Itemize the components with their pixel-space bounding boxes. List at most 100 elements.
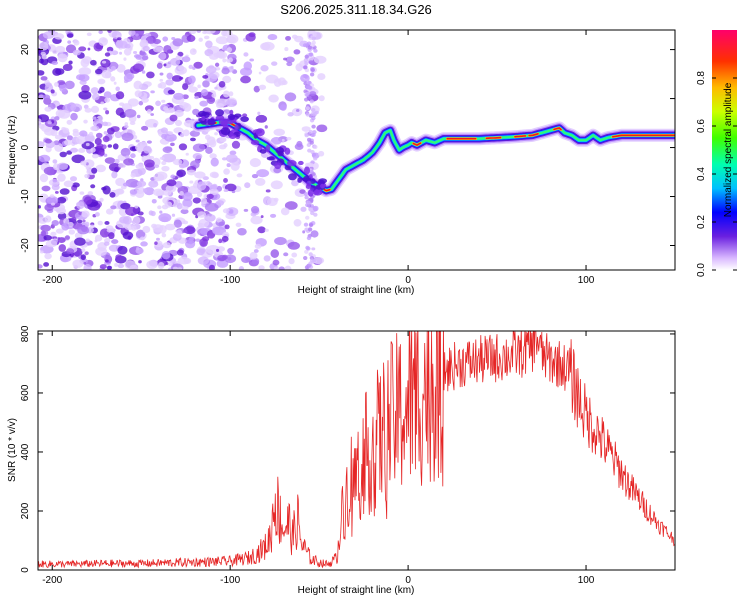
spectrogram-noise-blob bbox=[311, 152, 317, 157]
spectrogram-noise-blob bbox=[130, 172, 136, 178]
spectrogram-noise-blob bbox=[135, 144, 140, 151]
spectrogram-noise-blob bbox=[312, 111, 318, 116]
spectrogram-noise-blob bbox=[161, 233, 167, 238]
spectrogram-noise-blob bbox=[152, 224, 164, 233]
spectrogram-noise-blob bbox=[130, 225, 137, 231]
colorbar: 0.0 0.2 0.4 0.6 0.8 Normalized spectral ampl… bbox=[696, 30, 737, 277]
spectrogram-noise-blob bbox=[311, 124, 316, 129]
spectrogram-noise-blob bbox=[222, 30, 233, 37]
spectrogram-noise-blob bbox=[84, 221, 90, 227]
spectrogram-noise-blob bbox=[92, 116, 97, 120]
spectrogram-noise-blob bbox=[214, 132, 218, 136]
spectrogram-noise-blob bbox=[201, 197, 208, 205]
spectrogram-noise-blob bbox=[202, 80, 210, 88]
spectrogram-noise-blob bbox=[62, 63, 73, 71]
spectrogram-noise-blob bbox=[51, 184, 60, 191]
spectrogram-noise-blob bbox=[135, 33, 139, 37]
spectrogram-noise-blob bbox=[129, 189, 138, 195]
spectrogram-noise-blob bbox=[143, 159, 155, 168]
spectrogram-noise-blob bbox=[110, 205, 117, 210]
spectrogram-noise-blob bbox=[237, 227, 247, 236]
spectrogram-noise-blob bbox=[82, 219, 86, 223]
spectrogram-noise-blob bbox=[195, 238, 201, 242]
spectrogram-noise-blob bbox=[58, 244, 67, 252]
spectrogram-noise-blob bbox=[42, 94, 51, 100]
spectrogram-noise-blob bbox=[164, 133, 177, 142]
spectrogram-noise-blob bbox=[170, 142, 175, 147]
spectrogram-noise-blob bbox=[178, 163, 186, 169]
spectrogram-noise-blob bbox=[95, 68, 103, 75]
spectrogram-noise-blob bbox=[218, 221, 225, 226]
spectrogram-noise-blob bbox=[149, 155, 155, 160]
spectrogram-noise-blob bbox=[182, 129, 190, 137]
spectrogram-noise-blob bbox=[74, 237, 86, 246]
spectrogram-noise-blob bbox=[97, 78, 106, 85]
spectrogram-noise-blob bbox=[91, 93, 100, 101]
spectrogram-noise-blob bbox=[55, 102, 60, 107]
spectrogram-ridge-hot-red bbox=[323, 188, 331, 192]
spectrogram-x-tick-label: 0 bbox=[405, 275, 411, 286]
spectrogram-noise-blob bbox=[173, 219, 182, 228]
spectrogram-noise-blob bbox=[271, 61, 278, 66]
spectrogram-noise-blob bbox=[291, 34, 298, 39]
spectrogram-noise-blob bbox=[236, 173, 243, 178]
spectrogram-noise-blob bbox=[81, 248, 86, 253]
spectrogram-noise-blob bbox=[134, 90, 142, 98]
spectrogram-noise-blob bbox=[209, 139, 217, 148]
spectrogram-noise-blob bbox=[91, 167, 98, 174]
spectrogram-noise-blob bbox=[78, 67, 92, 76]
spectrogram-noise-blob bbox=[43, 234, 52, 241]
spectrogram-noise-blob bbox=[119, 102, 125, 107]
spectrogram-noise-blob bbox=[44, 106, 52, 112]
spectrogram-ridge-blob bbox=[234, 113, 242, 118]
spectrogram-noise-blob bbox=[83, 196, 93, 205]
spectrogram-noise-blob bbox=[301, 126, 311, 132]
spectrogram-noise-blob bbox=[280, 207, 290, 216]
spectrogram-frame bbox=[37, 29, 676, 271]
spectrogram-noise-blob bbox=[307, 85, 313, 90]
spectrogram-noise-blob bbox=[51, 60, 59, 66]
spectrogram-noise-blob bbox=[90, 126, 98, 131]
spectrogram-noise-blob bbox=[115, 107, 125, 116]
spectrogram-noise-blob bbox=[177, 256, 190, 265]
spectrogram-noise-blob bbox=[38, 70, 45, 76]
spectrogram-noise-blob bbox=[110, 76, 116, 82]
colorbar-gradient bbox=[712, 30, 737, 270]
spectrogram-noise-blob bbox=[223, 188, 229, 193]
spectrogram-noise-blob bbox=[54, 116, 60, 121]
spectrogram-noise-blob bbox=[182, 220, 189, 225]
spectrogram-noise-blob bbox=[194, 95, 200, 100]
spectrogram-noise-blob bbox=[221, 157, 228, 161]
spectrogram-ridge-blob bbox=[229, 109, 234, 115]
spectrogram-noise-blob bbox=[84, 133, 95, 143]
spectrogram-noise-blob bbox=[270, 180, 283, 190]
spectrogram-ridge-blob bbox=[266, 156, 275, 161]
spectrogram-noise-blob bbox=[38, 41, 49, 51]
spectrogram-noise-blob bbox=[211, 183, 218, 190]
spectrogram-noise-blob bbox=[90, 147, 96, 153]
spectrogram-noise-blob bbox=[83, 159, 95, 169]
spectrogram-noise-blob bbox=[141, 55, 149, 61]
spectrogram-noise-blob bbox=[309, 162, 314, 167]
spectrogram-noise-blob bbox=[166, 72, 173, 80]
spectrogram-noise-blob bbox=[223, 168, 230, 175]
spectrogram-noise-blob bbox=[148, 180, 159, 188]
spectrogram-noise-blob bbox=[306, 246, 311, 251]
spectrogram-noise-blob bbox=[188, 64, 194, 70]
spectrogram-ridge-blob bbox=[313, 189, 320, 195]
spectrogram-ridge-blob bbox=[255, 128, 265, 137]
spectrogram-x-tick-label: 100 bbox=[578, 275, 595, 286]
spectrogram-noise-blob bbox=[130, 153, 136, 159]
spectrogram-noise-blob bbox=[57, 80, 66, 86]
spectrogram-noise-blob bbox=[150, 90, 155, 94]
spectrogram-noise-blob bbox=[267, 33, 278, 41]
spectrogram-noise-blob bbox=[176, 249, 184, 256]
spectrogram-noise-blob bbox=[221, 235, 229, 243]
spectrogram-noise-blob bbox=[45, 82, 52, 88]
spectrogram-noise-blob bbox=[84, 107, 92, 113]
spectrogram-noise-blob bbox=[226, 163, 231, 168]
spectrogram-noise-blob bbox=[133, 50, 138, 54]
spectrogram-noise-blob bbox=[114, 131, 123, 139]
spectrogram-ridge-blob bbox=[307, 189, 314, 197]
spectrogram-noise-blob bbox=[188, 236, 195, 241]
